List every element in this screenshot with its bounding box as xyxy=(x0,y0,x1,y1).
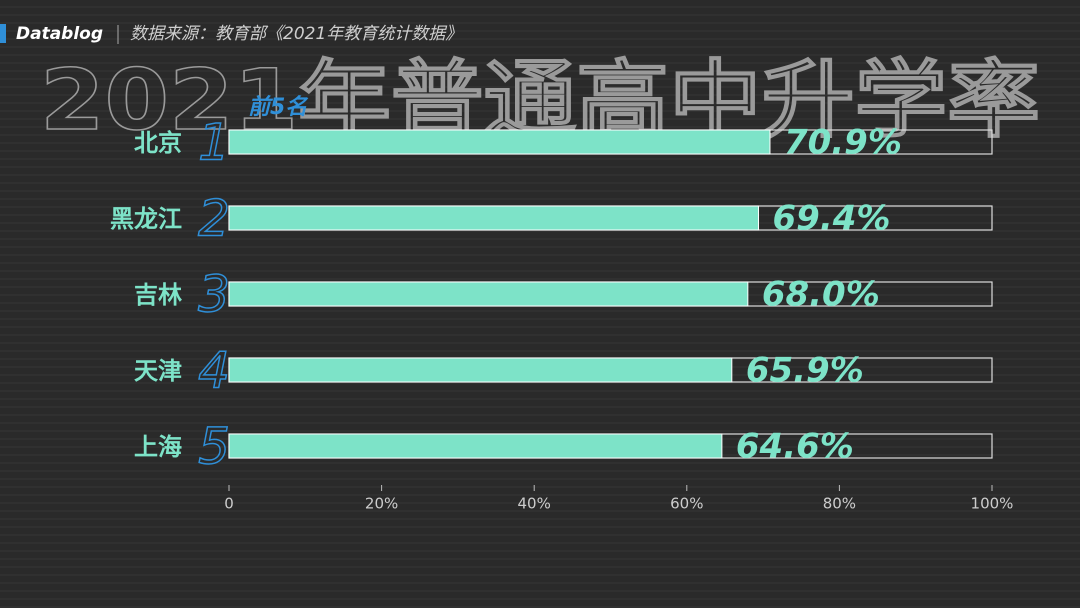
bar xyxy=(228,433,723,459)
value-label: 68.0% xyxy=(762,275,880,315)
category-label: 黑龙江 xyxy=(110,205,182,233)
x-tick-label: 100% xyxy=(971,495,1014,513)
category-label: 天津 xyxy=(134,357,182,385)
rank-label: 1 xyxy=(198,114,230,172)
brand-marker xyxy=(0,24,6,43)
x-tick-label: 80% xyxy=(823,495,856,513)
brand: Datablog xyxy=(16,24,103,44)
rank-label: 5 xyxy=(198,418,230,476)
x-tick-label: 20% xyxy=(365,495,398,513)
category-label: 上海 xyxy=(134,433,182,461)
value-label: 70.9% xyxy=(784,123,902,163)
value-label: 65.9% xyxy=(746,351,864,391)
chart-subtitle: 前5名 xyxy=(248,94,309,120)
rank-label: 3 xyxy=(198,266,230,324)
source: 数据来源：教育部《2021年教育统计数据》 xyxy=(130,24,462,44)
bar xyxy=(228,357,733,383)
x-tick-label: 60% xyxy=(670,495,703,513)
value-label: 64.6% xyxy=(736,427,854,467)
rank-label: 4 xyxy=(198,342,230,400)
bar xyxy=(228,205,760,231)
x-tick-label: 0 xyxy=(224,495,234,513)
category-label: 吉林 xyxy=(134,281,182,309)
rank-label: 2 xyxy=(198,190,230,248)
category-label: 北京 xyxy=(134,129,182,157)
value-label: 69.4% xyxy=(773,199,891,239)
bar xyxy=(228,129,771,155)
bar xyxy=(228,281,749,307)
x-tick-label: 40% xyxy=(518,495,551,513)
